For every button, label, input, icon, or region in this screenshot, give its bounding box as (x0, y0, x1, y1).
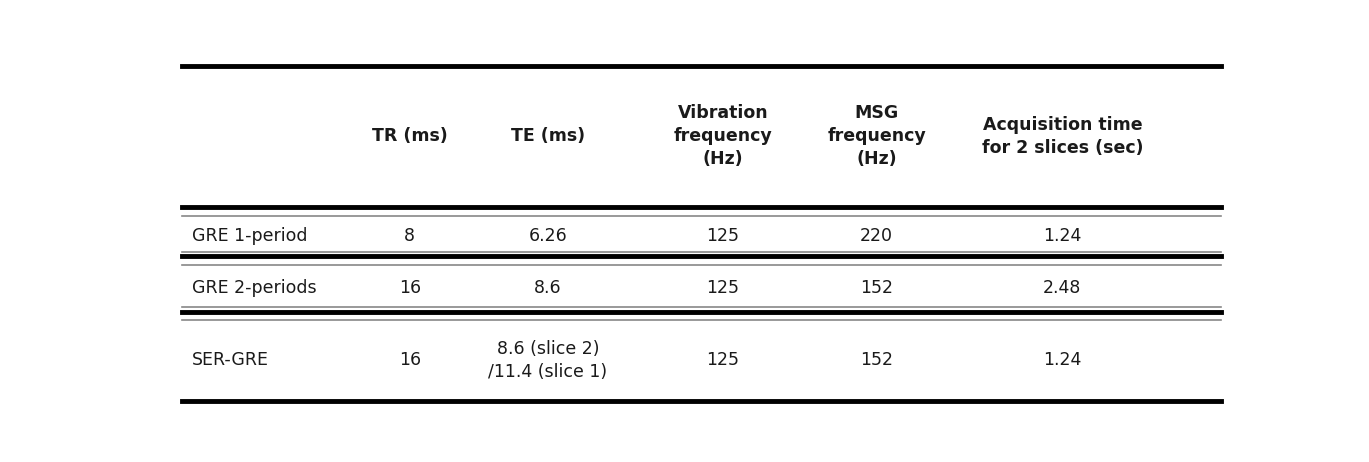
Text: 1.24: 1.24 (1043, 227, 1082, 245)
Text: TR (ms): TR (ms) (372, 128, 448, 146)
Text: 16: 16 (398, 280, 420, 298)
Text: Acquisition time
for 2 slices (sec): Acquisition time for 2 slices (sec) (982, 116, 1143, 157)
Text: 1.24: 1.24 (1043, 352, 1082, 370)
Text: TE (ms): TE (ms) (511, 128, 585, 146)
Text: MSG
frequency
(Hz): MSG frequency (Hz) (827, 104, 925, 168)
Text: 6.26: 6.26 (528, 227, 567, 245)
Text: 125: 125 (706, 352, 739, 370)
Text: 152: 152 (860, 352, 893, 370)
Text: GRE 2-periods: GRE 2-periods (192, 280, 318, 298)
Text: 125: 125 (706, 227, 739, 245)
Text: Vibration
frequency
(Hz): Vibration frequency (Hz) (674, 104, 772, 168)
Text: 8.6: 8.6 (534, 280, 561, 298)
Text: 8.6 (slice 2)
/11.4 (slice 1): 8.6 (slice 2) /11.4 (slice 1) (489, 340, 608, 381)
Text: 220: 220 (860, 227, 893, 245)
Text: 152: 152 (860, 280, 893, 298)
Text: 16: 16 (398, 352, 420, 370)
Text: SER-GRE: SER-GRE (192, 352, 270, 370)
Text: 2.48: 2.48 (1043, 280, 1082, 298)
Text: GRE 1-period: GRE 1-period (192, 227, 308, 245)
Text: 125: 125 (706, 280, 739, 298)
Text: 8: 8 (404, 227, 415, 245)
